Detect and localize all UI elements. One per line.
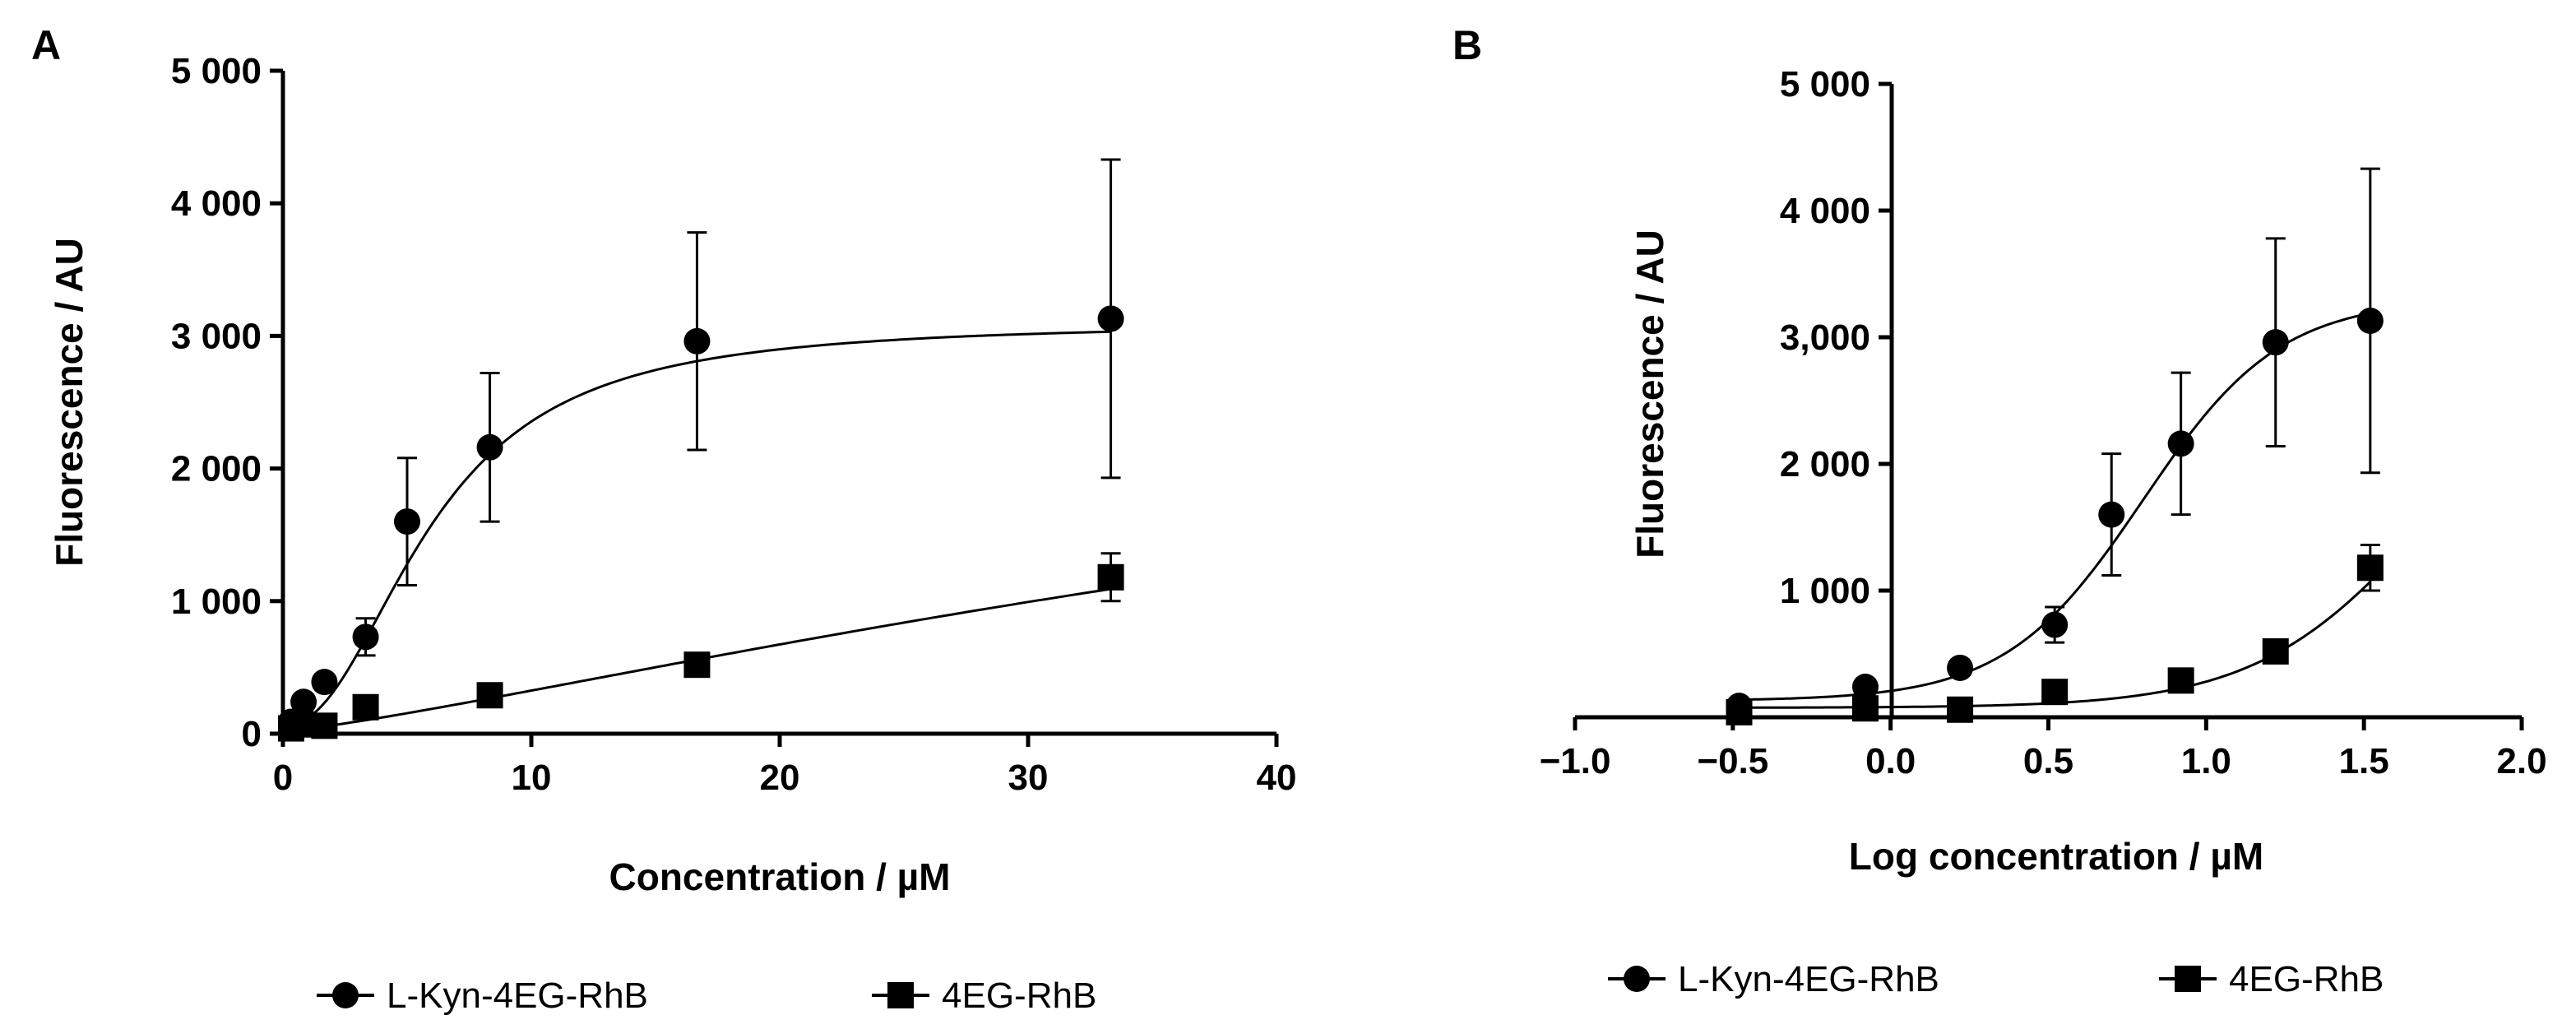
legend-square-marker <box>887 982 914 1008</box>
legend: L-Kyn-4EG-RhB 4EG-RhB <box>317 976 1096 1016</box>
x-tick-label: 0 <box>273 758 293 798</box>
data-point <box>2262 329 2289 356</box>
data-point <box>311 712 338 739</box>
legend-label: 4EG-RhB <box>942 976 1096 1016</box>
data-point <box>1947 696 1974 723</box>
y-tick-label: 4 000 <box>171 183 262 224</box>
legend-circle-marker <box>332 982 359 1008</box>
y-tick-label: 1 000 <box>171 582 262 622</box>
y-tick-label: 5 000 <box>1780 64 1870 104</box>
legend-label: L-Kyn-4EG-RhB <box>1678 959 1939 999</box>
chart-panel-a: A 0 1 000 2 000 3 000 4 000 5 000 0 10 20 30 40 Conc… <box>31 22 1296 1016</box>
y-axis-title: Fluorescence / AU <box>1629 229 1671 559</box>
series-l-kyn-4eg-rhb <box>1726 167 2384 720</box>
series-l-kyn-4eg-rhb <box>277 158 1124 735</box>
legend-circle-marker <box>1624 966 1650 992</box>
data-point <box>2356 307 2384 334</box>
data-point <box>352 623 379 651</box>
series-4eg-rhb <box>277 552 1124 742</box>
x-tick-label: 0.5 <box>2023 741 2073 781</box>
data-point <box>683 651 711 679</box>
y-tick-label: 5 000 <box>171 51 262 91</box>
data-point <box>2167 430 2194 457</box>
data-point <box>2041 611 2069 638</box>
legend-label: 4EG-RhB <box>2229 959 2384 999</box>
x-tick-label: 1.0 <box>2181 741 2231 781</box>
legend-square-marker <box>2175 966 2201 992</box>
fit-curve <box>290 330 1111 726</box>
x-axis-title: Concentration / µM <box>609 855 951 898</box>
y-tick-label: 4 000 <box>1780 191 1870 231</box>
data-point <box>2262 637 2289 665</box>
legend: L-Kyn-4EG-RhB 4EG-RhB <box>1608 959 2384 999</box>
data-point <box>2356 554 2384 582</box>
y-axis-title: Fluorescence / AU <box>48 238 90 567</box>
x-tick-label: −1.0 <box>1540 741 1611 781</box>
data-point <box>311 669 338 696</box>
panel-label: A <box>31 22 61 68</box>
x-tick-label: −0.5 <box>1697 741 1768 781</box>
data-point <box>2098 501 2125 528</box>
data-point <box>2041 679 2069 706</box>
data-point <box>1097 563 1124 591</box>
data-point <box>1851 695 1879 722</box>
x-tick-label: 2.0 <box>2496 741 2546 781</box>
data-point <box>683 327 711 355</box>
x-tick-label: 1.5 <box>2339 741 2389 781</box>
y-tick-label: 2 000 <box>1780 444 1870 484</box>
panel-label: B <box>1452 22 1482 68</box>
x-tick-label: 40 <box>1257 758 1297 798</box>
data-point <box>1726 698 1753 725</box>
data-point <box>352 693 379 721</box>
y-tick-label: 1 000 <box>1780 571 1870 611</box>
y-tick-label: 3,000 <box>1780 318 1870 358</box>
data-point <box>1851 674 1879 701</box>
series-4eg-rhb <box>1726 544 2384 725</box>
x-tick-label: 20 <box>760 758 800 798</box>
data-point <box>476 682 503 709</box>
data-point <box>476 433 503 461</box>
data-point <box>290 688 317 716</box>
y-tick-label: 0 <box>242 714 262 754</box>
y-tick-label: 2 000 <box>171 449 262 489</box>
data-point <box>1097 305 1124 332</box>
x-tick-label: 0.0 <box>1865 741 1916 781</box>
x-tick-label: 30 <box>1008 758 1049 798</box>
y-tick-label: 3 000 <box>171 316 262 356</box>
data-point <box>394 508 420 535</box>
x-tick-label: 10 <box>512 758 552 798</box>
data-point <box>2167 667 2194 694</box>
legend-label: L-Kyn-4EG-RhB <box>387 976 648 1016</box>
chart-panel-b: B 1 000 2 000 3,000 4 000 5 000 −1.0 −0.5 0.0 0.5… <box>1452 22 2547 999</box>
data-point <box>1947 654 1974 681</box>
x-axis-title: Log concentration / µM <box>1849 835 2263 878</box>
